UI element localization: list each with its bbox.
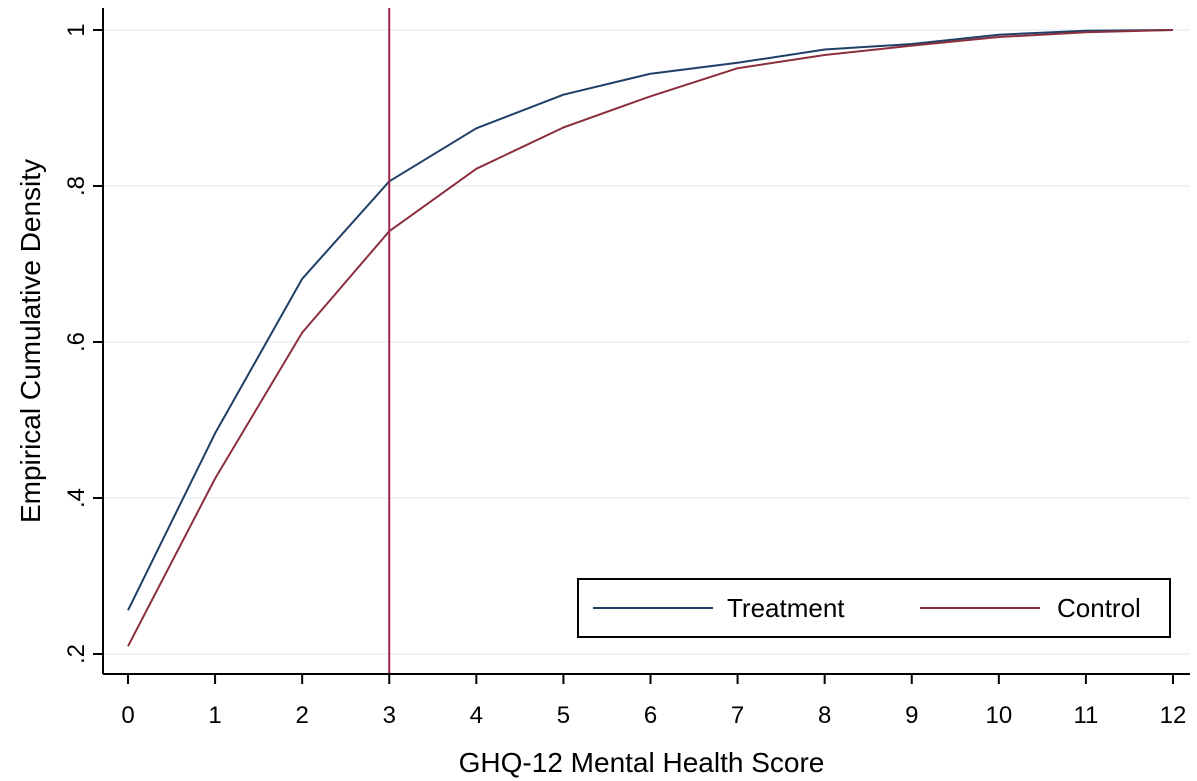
- y-tick-label-3: .8: [63, 176, 90, 196]
- x-tick-label-7: 7: [731, 702, 744, 729]
- x-tick-label-5: 5: [557, 702, 570, 729]
- x-tick-label-11: 11: [1073, 702, 1098, 729]
- x-tick-label-1: 1: [208, 702, 221, 729]
- series-line-control: [127, 29, 1174, 647]
- x-tick-label-9: 9: [905, 702, 918, 729]
- y-tick-label-2: .6: [63, 332, 90, 352]
- tick-labels: 0 1 2 3 4 5 6 7 8 9 10 11 12.2.4.6.81: [63, 23, 1186, 729]
- x-tick-label-2: 2: [295, 702, 308, 729]
- x-tick-label-0: 0: [121, 702, 134, 729]
- y-axis-title: Empirical Cumulative Density: [15, 159, 46, 523]
- y-tick-label-0: .2: [63, 644, 90, 664]
- y-tick-label-4: 1: [63, 23, 90, 36]
- x-axis-title: GHQ-12 Mental Health Score: [459, 747, 825, 778]
- legend-label-treatment: Treatment: [727, 593, 845, 623]
- legend-label-control: Control: [1057, 593, 1141, 623]
- x-tick-label-8: 8: [818, 702, 831, 729]
- series-lines: [127, 29, 1174, 647]
- x-tick-label-12: 12: [1160, 702, 1187, 729]
- gridlines: [103, 29, 1190, 655]
- x-tick-label-3: 3: [383, 702, 396, 729]
- legend: Treatment Control: [577, 578, 1171, 638]
- axes: [93, 8, 1190, 684]
- x-tick-label-10: 10: [985, 702, 1012, 729]
- y-tick-label-1: .4: [63, 488, 90, 508]
- x-tick-label-4: 4: [470, 702, 483, 729]
- x-tick-label-6: 6: [644, 702, 657, 729]
- series-line-treatment: [127, 29, 1174, 611]
